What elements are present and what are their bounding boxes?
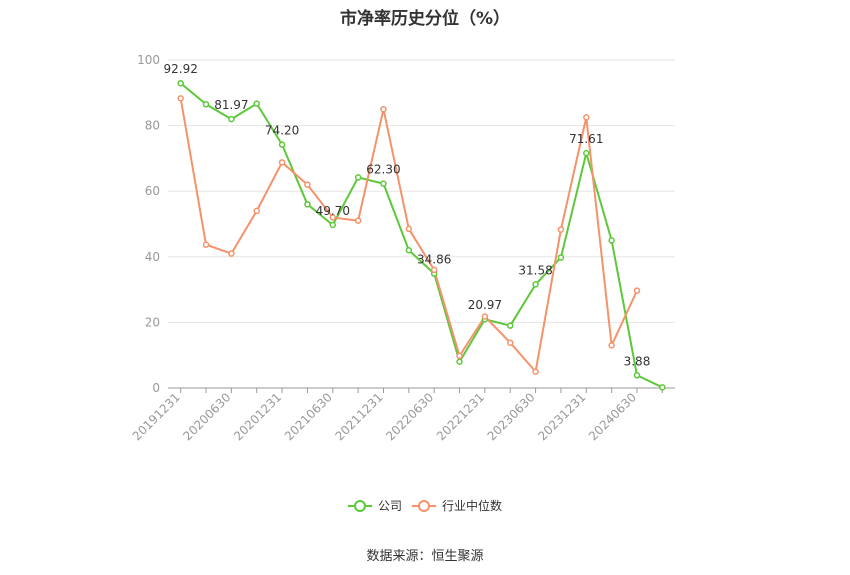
data-label: 62.30 — [366, 163, 400, 177]
data-point — [506, 339, 514, 346]
series-line-0 — [180, 82, 663, 389]
data-point — [659, 384, 666, 391]
data-point — [304, 201, 311, 208]
data-label: 74.20 — [265, 124, 299, 138]
x-tick-label: 20211231 — [333, 390, 386, 443]
y-tick-label: 60 — [145, 184, 160, 198]
y-tick-label: 40 — [145, 250, 160, 264]
data-point — [633, 287, 641, 294]
data-point — [329, 221, 337, 229]
data-label: 20.97 — [468, 298, 502, 312]
x-tick-label: 20201231 — [231, 390, 284, 443]
data-point — [557, 254, 565, 261]
data-point — [253, 207, 260, 215]
data-point — [253, 100, 260, 107]
data-label: 31.58 — [518, 263, 552, 277]
x-tick-label: 20210630 — [282, 390, 335, 443]
x-tick-label: 20221231 — [434, 390, 487, 443]
data-point — [557, 226, 565, 233]
data-point — [278, 141, 286, 148]
data-point — [380, 180, 387, 187]
data-point — [304, 181, 311, 188]
data-point — [583, 149, 590, 157]
data-point — [506, 322, 514, 329]
data-point — [633, 372, 641, 379]
x-tick-label: 20231231 — [535, 390, 588, 443]
data-label: 49.70 — [316, 204, 350, 218]
data-point — [430, 266, 438, 274]
x-tick-label: 20200630 — [180, 390, 233, 443]
data-point — [405, 225, 413, 233]
data-point — [177, 79, 184, 87]
data-point — [456, 352, 463, 360]
data-point — [202, 101, 210, 108]
data-point — [405, 246, 413, 254]
y-tick-label: 20 — [145, 315, 160, 329]
data-point — [278, 159, 286, 166]
data-point — [532, 368, 539, 375]
data-point — [481, 313, 489, 320]
source-note: 数据来源：恒生聚源 — [366, 549, 484, 564]
y-axis: 0 20 40 60 80 100 — [137, 53, 160, 395]
legend-marker — [418, 500, 430, 512]
data-label: 3.88 — [624, 354, 651, 368]
data-point — [177, 95, 184, 102]
x-axis: 2019123120200630202012312021063020211231… — [130, 387, 675, 443]
data-label: 71.61 — [569, 132, 603, 146]
legend: 公司 行业中位数 — [348, 498, 502, 513]
data-point — [354, 174, 362, 181]
x-tick-label: 20191231 — [130, 390, 183, 443]
y-tick-label: 0 — [152, 381, 160, 395]
data-point — [380, 105, 387, 113]
legend-marker — [354, 500, 366, 512]
legend-label: 行业中位数 — [442, 498, 502, 513]
x-tick-label: 20220630 — [383, 390, 436, 443]
data-point — [354, 217, 362, 224]
data-point — [532, 281, 539, 288]
data-label: 92.92 — [163, 62, 197, 76]
data-point — [228, 115, 235, 123]
data-point — [456, 358, 463, 366]
data-point — [228, 250, 235, 257]
data-point — [608, 342, 615, 349]
y-tick-label: 100 — [137, 53, 160, 67]
data-labels: 92.92 81.97 74.20 49.70 62.30 34.86 20.97 31.58… — [163, 62, 650, 368]
x-tick-label: 20230630 — [485, 390, 538, 443]
data-point — [329, 214, 337, 221]
grid-lines — [168, 59, 675, 323]
data-label: 81.97 — [214, 98, 248, 112]
legend-label: 公司 — [378, 499, 402, 513]
data-point — [202, 241, 210, 248]
x-tick-label: 20240630 — [586, 390, 639, 443]
data-point — [608, 237, 615, 244]
data-label: 34.86 — [417, 253, 451, 267]
series-layer — [177, 79, 666, 391]
chart-title: 市净率历史分位（%） — [339, 9, 511, 29]
data-point — [583, 114, 590, 121]
y-tick-label: 80 — [145, 119, 160, 133]
